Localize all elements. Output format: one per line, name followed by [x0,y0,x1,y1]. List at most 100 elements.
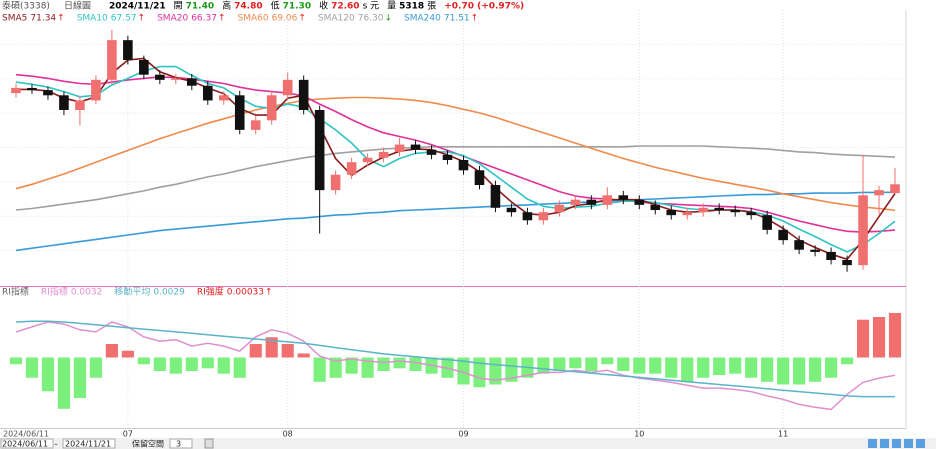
candle-body [890,184,900,194]
indicator-bar [297,353,310,358]
indicator-bar [840,357,854,365]
candle-body [458,160,469,171]
period: 日線圖 [64,0,91,12]
candle-body [314,110,325,191]
end-date-input[interactable] [62,438,116,449]
legend-value: 71.51 [444,14,470,24]
indicator-bar [729,357,742,374]
header-date: 2024/11/21 [109,2,166,12]
tool-icon[interactable] [880,439,889,448]
indicator-bar [601,357,614,365]
candle-body [266,95,277,121]
legend-value: 66.37 [191,14,217,24]
indicator-bar [633,357,646,374]
legend-value: 69.06 [272,14,298,24]
indicator-bar [57,357,71,409]
x-tick-label: 2024/06/11 [3,430,49,439]
reserve-input[interactable] [169,438,193,449]
candle-body [634,199,645,205]
tool-icon[interactable] [904,439,913,448]
tool-icon[interactable] [868,439,877,448]
candle-body [570,199,581,205]
reserve-value: 3 [176,440,181,449]
candle-body [746,212,756,216]
indicator-bar [265,337,278,358]
indicator-bar [361,357,374,378]
indicator-bar [377,357,390,371]
candle-body [762,215,772,230]
indicator-bar [793,357,806,385]
indicator-bar [201,357,214,369]
indicator-bar [681,357,694,382]
candle-body [346,162,357,175]
legend-value: 76.30 [358,14,384,24]
field-unit: s 元 [363,2,380,12]
indicator-bar [569,357,582,369]
candle-body [442,154,453,160]
indicator-bar [553,357,566,371]
panel-title: RI指標 [2,286,29,298]
candle-body [794,240,804,250]
candle-body [538,212,549,221]
indicator-bar [777,357,790,385]
legend-name: 移動平均 [114,286,150,298]
indicator-bar [121,350,134,358]
ma-line [15,191,896,252]
candle-body [474,170,485,185]
ma-line [15,145,896,211]
indicator-bar [697,357,710,378]
tool-icon[interactable] [916,439,925,448]
field-label: 開 [174,1,183,12]
date-separator: - [54,440,57,449]
toolbar-button[interactable] [204,438,214,449]
candle-body [522,212,533,221]
x-tick-label: 10 [634,430,644,439]
candle-body [490,185,501,208]
indicator-line [15,320,895,398]
field-value: 5318 [399,2,424,12]
indicator-bar [665,357,678,378]
legend-value: 0.0029 [153,288,185,298]
candle-body [75,100,85,110]
tool-icon[interactable] [892,439,901,448]
indicator-bar [233,357,246,378]
candle-body [59,95,69,110]
indicator-bar [888,312,902,358]
candle-body [730,210,740,213]
candle-body [506,207,517,213]
legend-name: RI強度 [197,286,224,298]
indicator-bar [585,357,598,371]
candle-body [187,78,197,86]
legend-arrow: ↓ [385,14,393,24]
candle-body [714,207,724,210]
indicator-bar [825,357,838,378]
ma-line [16,57,896,261]
field-value: 71.30 [283,2,311,12]
candle-body [778,229,788,241]
candle-body [123,40,133,60]
legend-value: 0.00033 [227,288,264,298]
legend-arrow: ↑ [218,14,226,24]
candle-body [202,85,213,101]
ma-line [15,96,896,212]
field-value: 72.60 [331,2,359,12]
candle-body [107,40,117,80]
indicator-bar [617,357,630,371]
indicator-bar [329,357,342,378]
field-label: 量 [387,1,396,12]
candle-body [826,251,836,260]
candle-body [11,87,21,94]
candle-body [234,95,245,130]
indicator-bar [217,357,230,374]
start-date-input[interactable] [0,438,54,449]
legend-arrow: ↑ [138,14,146,24]
legend-arrow: ↑ [57,14,65,24]
x-tick-label: 07 [123,430,133,439]
indicator-bar [473,357,486,388]
indicator-bar [9,357,23,365]
indicator-bar [872,317,886,358]
field-label: 低 [271,0,280,12]
legend-name: RI指標 [41,286,68,298]
legend-value: 0.0032 [71,288,103,298]
